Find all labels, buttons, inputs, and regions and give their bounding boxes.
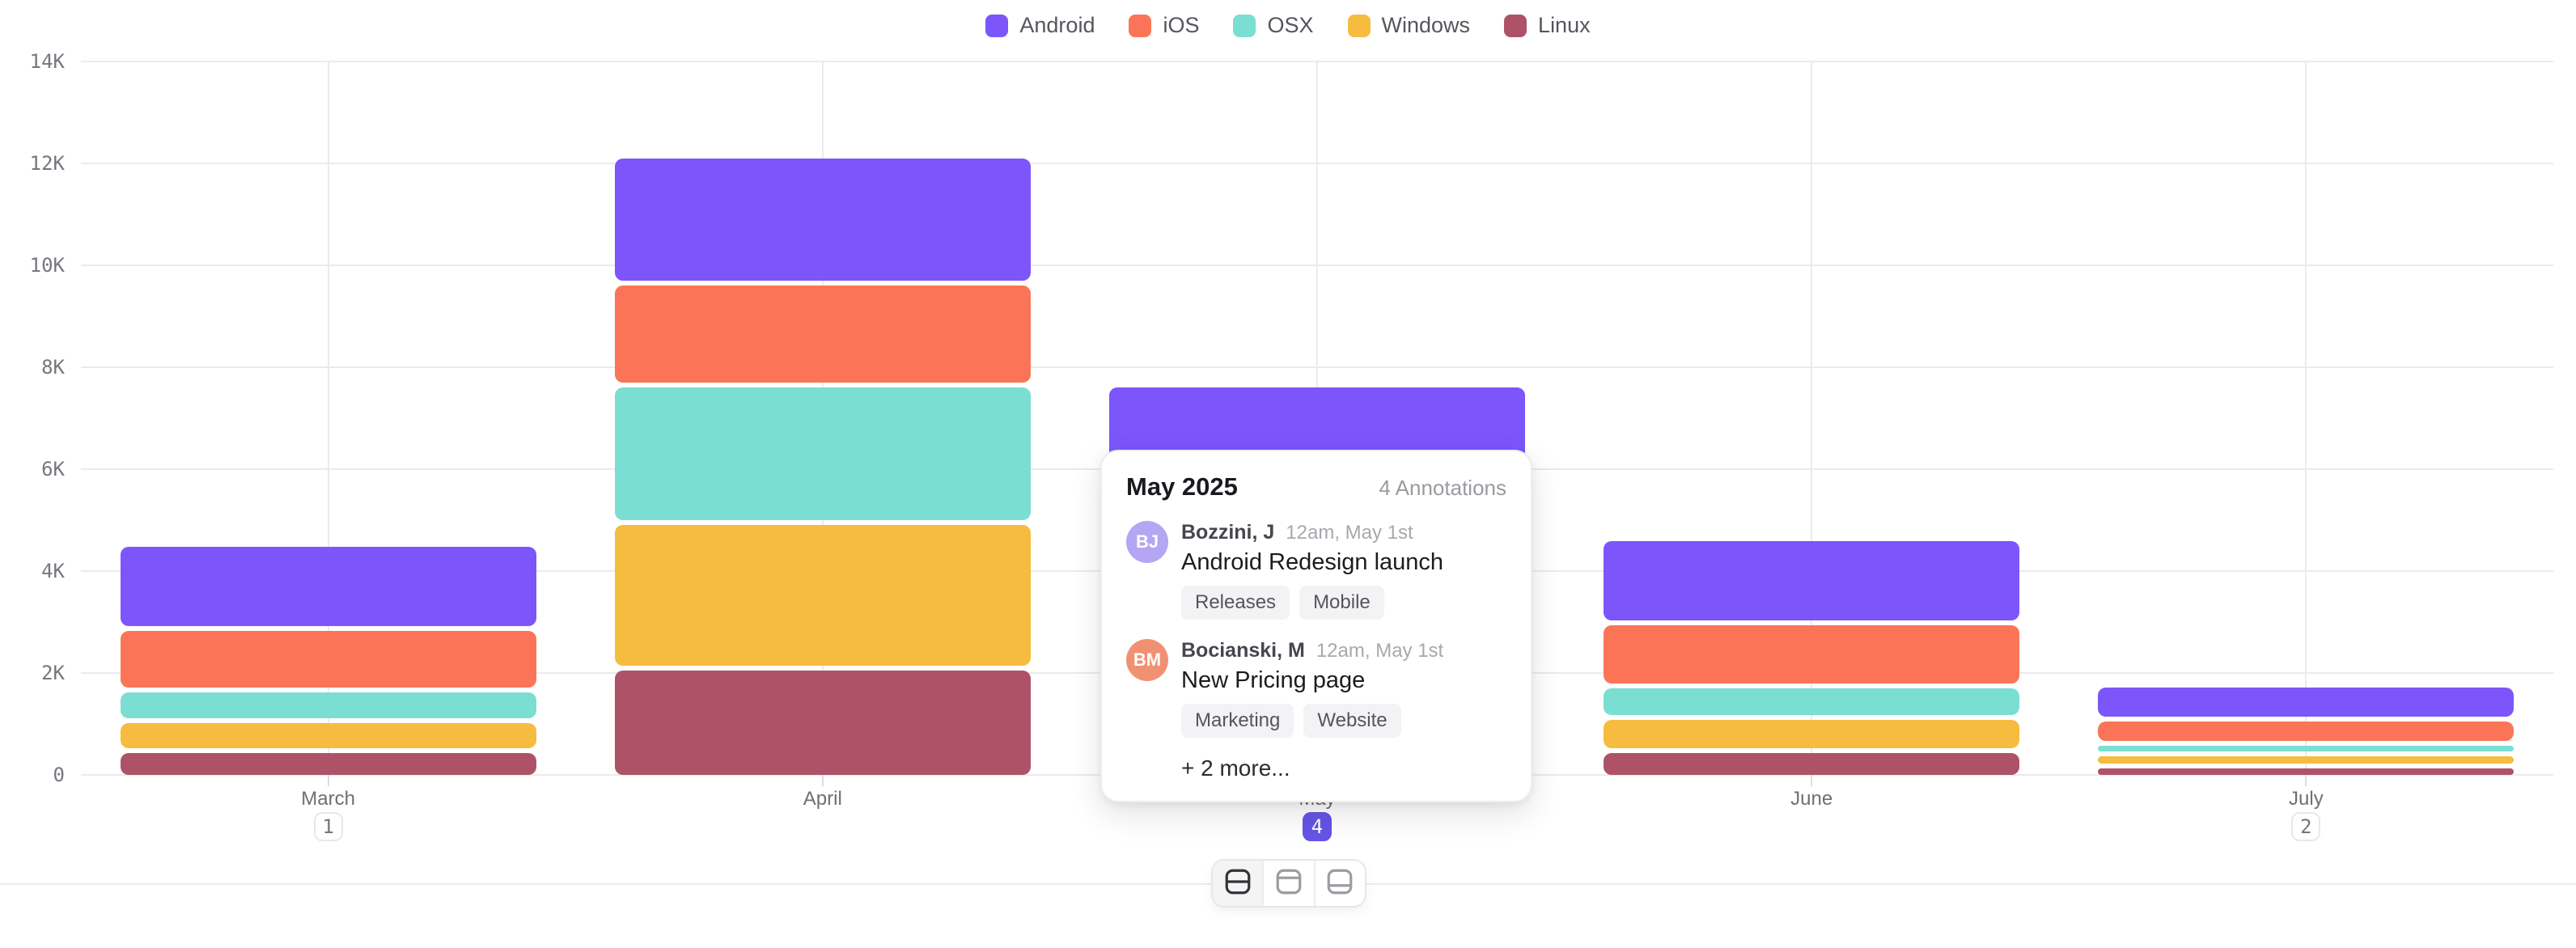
legend-swatch-icon xyxy=(1504,14,1527,37)
bar-segment-july-ios[interactable] xyxy=(2098,722,2515,741)
legend-label: iOS xyxy=(1163,13,1200,37)
bar-segment-april-android[interactable] xyxy=(614,158,1031,281)
tag-chip[interactable]: Releases xyxy=(1181,586,1290,620)
annotation-entry: BM Bocianski, M 12am, May 1st New Pricing p… xyxy=(1126,639,1506,738)
legend-label: Android xyxy=(1019,13,1095,37)
month-gridline xyxy=(327,61,329,775)
legend-swatch-icon xyxy=(1347,14,1371,37)
legend-swatch-icon xyxy=(1233,14,1256,37)
y-axis-tick-label: 6K xyxy=(41,458,65,480)
legend-label: OSX xyxy=(1267,13,1314,37)
y-axis-tick-label: 10K xyxy=(29,254,65,277)
split-rows-icon xyxy=(1223,867,1252,900)
x-axis-tick xyxy=(821,775,824,786)
layout-header-top-button[interactable] xyxy=(1264,861,1316,906)
annotation-count-badge-march[interactable]: 1 xyxy=(313,812,343,841)
legend-item-windows[interactable]: Windows xyxy=(1347,13,1471,38)
layout-footer-bottom-button[interactable] xyxy=(1315,861,1365,906)
bar-segment-june-android[interactable] xyxy=(1604,540,2020,620)
bar-segment-april-osx[interactable] xyxy=(614,387,1031,521)
y-axis-tick-label: 2K xyxy=(41,662,65,684)
layout-split-rows-button[interactable] xyxy=(1213,861,1265,906)
bar-segment-july-linux[interactable] xyxy=(2098,768,2515,775)
bar-segment-march-windows[interactable] xyxy=(120,722,536,749)
y-axis-tick-label: 4K xyxy=(41,560,65,582)
legend-label: Windows xyxy=(1381,13,1471,37)
bar-segment-april-ios[interactable] xyxy=(614,286,1031,383)
annotation-tags: Releases Mobile xyxy=(1181,586,1506,620)
layout-switcher xyxy=(1211,859,1366,908)
x-axis-tick xyxy=(327,775,329,786)
legend-label: Linux xyxy=(1538,13,1591,37)
annotation-title: Android Redesign launch xyxy=(1181,549,1444,575)
avatar: BJ xyxy=(1126,521,1168,563)
annotation-entries: BJ Bozzini, J 12am, May 1st Android Redesig… xyxy=(1126,521,1506,738)
legend-item-osx[interactable]: OSX xyxy=(1233,13,1314,38)
tag-chip[interactable]: Mobile xyxy=(1299,586,1384,620)
header-top-icon xyxy=(1274,867,1303,900)
legend-swatch-icon xyxy=(1129,14,1152,37)
x-axis-tick xyxy=(2305,775,2307,786)
annotation-entry-header: Bozzini, J 12am, May 1st xyxy=(1181,521,1506,544)
y-axis-tick-label: 12K xyxy=(29,152,65,175)
x-axis-label-april: April xyxy=(803,788,842,810)
footer-bottom-icon xyxy=(1325,867,1354,900)
bar-segment-june-ios[interactable] xyxy=(1604,624,2020,684)
tag-chip[interactable]: Website xyxy=(1303,704,1401,738)
annotations-popover: May 2025 4 Annotations BJ Bozzini, J 12am,… xyxy=(1100,450,1532,802)
annotation-author: Bocianski, M xyxy=(1181,639,1305,662)
annotation-timestamp: 12am, May 1st xyxy=(1316,640,1444,662)
x-axis-tick xyxy=(1811,775,1813,786)
bar-segment-june-windows[interactable] xyxy=(1604,720,2020,748)
annotation-count-badge-may[interactable]: 4 xyxy=(1303,812,1332,841)
y-axis-tick-label: 8K xyxy=(41,356,65,379)
month-gridline xyxy=(1811,61,1813,775)
annotation-title: New Pricing page xyxy=(1181,667,1366,693)
x-axis-label-march: March xyxy=(301,788,355,810)
y-axis-tick-label: 14K xyxy=(29,50,65,73)
annotation-entry-header: Bocianski, M 12am, May 1st xyxy=(1181,639,1506,662)
avatar: BM xyxy=(1126,639,1168,681)
annotation-count-badge-july[interactable]: 2 xyxy=(2291,812,2321,841)
x-axis-label-july: July xyxy=(2289,788,2324,810)
bar-segment-march-ios[interactable] xyxy=(120,631,536,688)
annotation-entry-body: Bozzini, J 12am, May 1st Android Redesign … xyxy=(1181,521,1506,620)
annotation-entry: BJ Bozzini, J 12am, May 1st Android Redesig… xyxy=(1126,521,1506,620)
legend-item-android[interactable]: Android xyxy=(985,13,1095,38)
popover-title: May 2025 xyxy=(1126,472,1238,501)
bar-segment-july-osx[interactable] xyxy=(2098,745,2515,752)
legend-item-linux[interactable]: Linux xyxy=(1504,13,1591,38)
annotation-entry-body: Bocianski, M 12am, May 1st New Pricing pag… xyxy=(1181,639,1506,738)
legend-swatch-icon xyxy=(985,14,1009,37)
popover-annotation-count: 4 Annotations xyxy=(1379,476,1506,500)
bar-segment-april-linux[interactable] xyxy=(614,670,1031,775)
month-gridline xyxy=(2305,61,2307,775)
show-more-annotations-link[interactable]: + 2 more... xyxy=(1181,755,1290,781)
annotation-tags: Marketing Website xyxy=(1181,704,1506,738)
annotation-author: Bozzini, J xyxy=(1181,521,1275,544)
popover-header: May 2025 4 Annotations xyxy=(1126,472,1506,502)
bar-segment-march-linux[interactable] xyxy=(120,753,536,775)
tag-chip[interactable]: Marketing xyxy=(1181,704,1294,738)
annotation-timestamp: 12am, May 1st xyxy=(1286,522,1413,544)
chart-legend: Android iOS OSX Windows Linux xyxy=(0,13,2576,38)
x-axis-label-june: June xyxy=(1790,788,1833,810)
bar-segment-june-osx[interactable] xyxy=(1604,688,2020,716)
legend-item-ios[interactable]: iOS xyxy=(1129,13,1199,38)
y-axis-tick-label: 0 xyxy=(53,764,65,786)
bar-segment-march-android[interactable] xyxy=(120,547,536,627)
bar-segment-june-linux[interactable] xyxy=(1604,752,2020,775)
bar-segment-july-android[interactable] xyxy=(2098,688,2515,717)
bar-segment-march-osx[interactable] xyxy=(120,692,536,718)
bar-segment-april-windows[interactable] xyxy=(614,525,1031,666)
bar-segment-july-windows[interactable] xyxy=(2098,756,2515,764)
